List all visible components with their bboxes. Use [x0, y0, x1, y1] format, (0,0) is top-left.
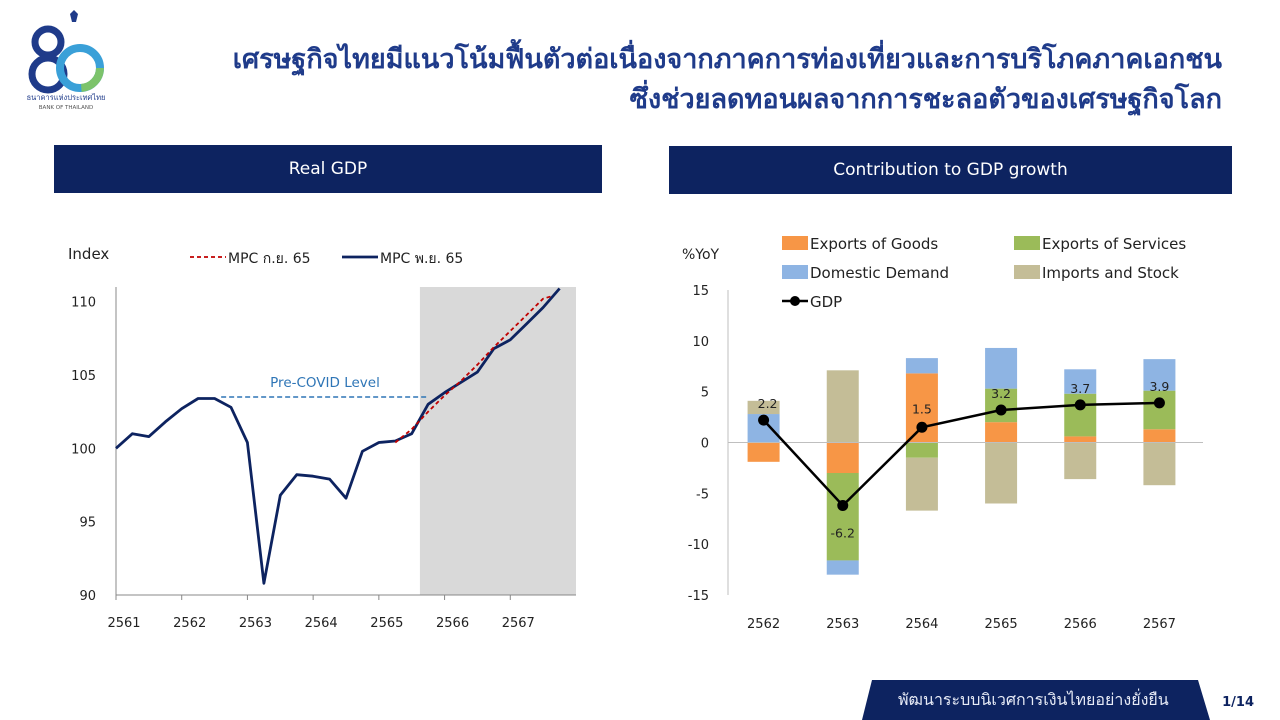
series-line-mpc-sep-65	[394, 294, 554, 444]
bar-exports-of-services	[826, 473, 859, 561]
y-tick-label: 110	[71, 296, 96, 311]
legend-gdp-marker	[790, 296, 800, 306]
x-tick-label: 2562	[747, 617, 780, 632]
x-tick-label: 2567	[1143, 617, 1176, 632]
bar-domestic-demand	[826, 560, 859, 575]
legend-label: Exports of Services	[1042, 235, 1186, 253]
bar-domestic-demand	[1064, 369, 1097, 394]
gdp-data-label: 3.2	[991, 386, 1011, 401]
bar-imports-and-stock	[1064, 442, 1097, 480]
legend-swatch	[1014, 236, 1040, 250]
gdp-data-label: 3.9	[1149, 379, 1169, 394]
bar-exports-of-services	[905, 442, 938, 458]
footer-text: พัฒนาระบบนิเวศการเงินไทยอย่างยั่งยืน	[898, 690, 1169, 709]
bar-imports-and-stock	[985, 442, 1018, 504]
gdp-point	[916, 421, 928, 433]
legend-label: Domestic Demand	[810, 264, 949, 282]
x-tick-label: 2561	[107, 616, 140, 631]
legend-label: GDP	[810, 293, 842, 311]
bar-domestic-demand	[1143, 359, 1176, 391]
pre-covid-label: Pre-COVID Level	[270, 375, 380, 391]
x-tick-label: 2567	[502, 616, 535, 631]
x-tick-label: 2566	[1064, 617, 1097, 632]
logo-caption-th: ธนาคารแห่งประเทศไทย	[27, 93, 106, 102]
y-tick-label: 100	[71, 442, 96, 457]
gdp-data-label: 1.5	[912, 401, 932, 416]
gdp-line	[762, 401, 1160, 508]
x-tick-label: 2565	[985, 617, 1018, 632]
y-tick-label: 5	[701, 386, 709, 401]
legend-label: Exports of Goods	[810, 235, 938, 253]
real-gdp-panel-title: Real GDP	[54, 145, 602, 193]
forecast-shade	[419, 287, 576, 595]
y-axis-label: Index	[68, 245, 109, 263]
y-tick-label: 90	[79, 589, 96, 604]
x-tick-label: 2565	[370, 616, 403, 631]
title-line-2: ซึ่งช่วยลดทอนผลจากการชะลอตัวของเศรษฐกิจโ…	[629, 84, 1222, 115]
legend-swatch	[782, 236, 808, 250]
y-tick-label: 15	[692, 284, 709, 299]
x-tick-label: 2562	[173, 616, 206, 631]
legend-swatch	[782, 265, 808, 279]
y-axis-label: %YoY	[682, 247, 720, 263]
y-tick-label: -10	[688, 538, 709, 553]
gdp-point	[1153, 397, 1165, 409]
title-line-1: เศรษฐกิจไทยมีแนวโน้มฟื้นตัวต่อเนื่องจากภ…	[232, 44, 1222, 75]
real-gdp-chart: 90 95 100 105 110 2561 2562 2563 2564 2565 2566 256…	[68, 245, 576, 631]
x-tick-label: 2566	[436, 616, 469, 631]
gdp-point	[995, 404, 1007, 416]
x-tick-label: 2563	[239, 616, 272, 631]
bar-imports-and-stock	[747, 400, 780, 415]
y-tick-label: 0	[701, 437, 709, 452]
gdp-data-label: -6.2	[831, 526, 855, 541]
bar-exports-of-goods	[1143, 429, 1176, 443]
bar-domestic-demand	[985, 347, 1018, 389]
gdp-point	[1074, 399, 1086, 411]
legend-label: MPC พ.ย. 65	[380, 251, 463, 267]
footer-bar	[862, 680, 1280, 720]
logo-caption-en: BANK OF THAILAND	[39, 105, 93, 111]
gdp-data-label: 2.2	[758, 396, 778, 411]
bar-exports-of-goods	[747, 442, 780, 462]
slide-title: เศรษฐกิจไทยมีแนวโน้มฟื้นตัวต่อเนื่องจากภ…	[233, 40, 1222, 120]
y-tick-label: -15	[688, 589, 709, 604]
gdp-point	[758, 414, 770, 426]
y-tick-label: 105	[71, 369, 96, 384]
bar-imports-and-stock	[1143, 442, 1176, 486]
gdp-point	[837, 500, 849, 512]
bar-imports-and-stock	[826, 370, 859, 443]
page-number: 1/14	[1222, 695, 1254, 710]
series-line-mpc-nov-65	[115, 287, 561, 585]
y-tick-label: 10	[692, 335, 709, 350]
y-tick-label: -5	[696, 487, 709, 502]
bar-exports-of-services	[1143, 390, 1176, 430]
logo-emblem	[28, 10, 104, 94]
bar-imports-and-stock	[905, 457, 938, 511]
bar-domestic-demand	[905, 358, 938, 374]
bank-of-thailand-logo: ธนาคารแห่งประเทศไทย BANK OF THAILAND	[27, 10, 106, 111]
bar-exports-of-goods	[985, 422, 1018, 443]
legend-swatch	[1014, 265, 1040, 279]
y-tick-label: 95	[79, 516, 96, 531]
legend-label: Imports and Stock	[1042, 264, 1179, 282]
x-tick-label: 2564	[905, 617, 938, 632]
x-tick-label: 2563	[826, 617, 859, 632]
x-tick-label: 2564	[305, 616, 338, 631]
legend-label: MPC ก.ย. 65	[228, 251, 311, 267]
contribution-panel-title: Contribution to GDP growth	[669, 146, 1232, 194]
bar-exports-of-goods	[1064, 436, 1097, 443]
bar-exports-of-goods	[826, 442, 859, 473]
gdp-data-label: 3.7	[1070, 381, 1090, 396]
